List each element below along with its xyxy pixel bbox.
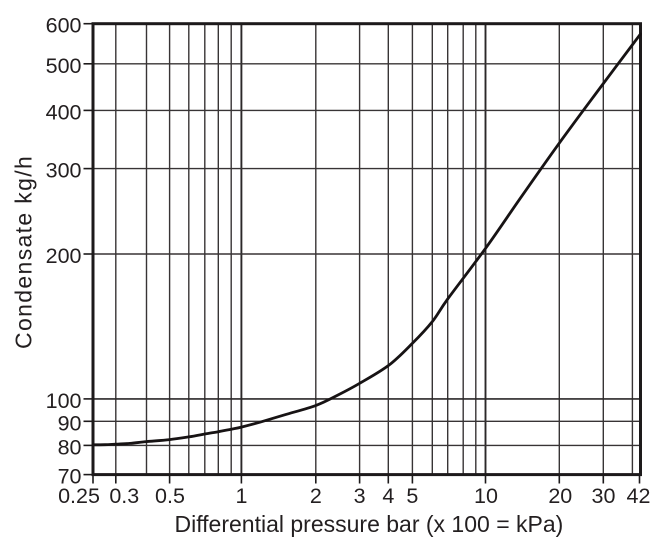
svg-text:2: 2 <box>310 484 322 508</box>
svg-text:4: 4 <box>382 484 394 508</box>
svg-text:10: 10 <box>474 484 498 508</box>
svg-text:3: 3 <box>354 484 366 508</box>
svg-text:90: 90 <box>58 411 82 435</box>
svg-text:42: 42 <box>627 484 651 508</box>
svg-text:20: 20 <box>548 484 572 508</box>
svg-text:200: 200 <box>46 244 82 268</box>
svg-text:0.25: 0.25 <box>58 484 100 508</box>
svg-text:70: 70 <box>58 465 82 489</box>
svg-text:0.3: 0.3 <box>109 484 139 508</box>
svg-text:1: 1 <box>236 484 248 508</box>
svg-text:30: 30 <box>592 484 616 508</box>
svg-text:500: 500 <box>46 54 82 78</box>
svg-text:300: 300 <box>46 159 82 183</box>
svg-text:0.5: 0.5 <box>155 484 185 508</box>
svg-text:80: 80 <box>58 435 82 459</box>
svg-text:5: 5 <box>406 484 418 508</box>
svg-text:400: 400 <box>46 100 82 124</box>
svg-text:Condensate kg/h: Condensate kg/h <box>11 155 37 349</box>
svg-text:600: 600 <box>46 14 82 38</box>
svg-text:100: 100 <box>46 389 82 413</box>
svg-text:Differential pressure bar (x 1: Differential pressure bar (x 100 = kPa) <box>174 511 563 537</box>
